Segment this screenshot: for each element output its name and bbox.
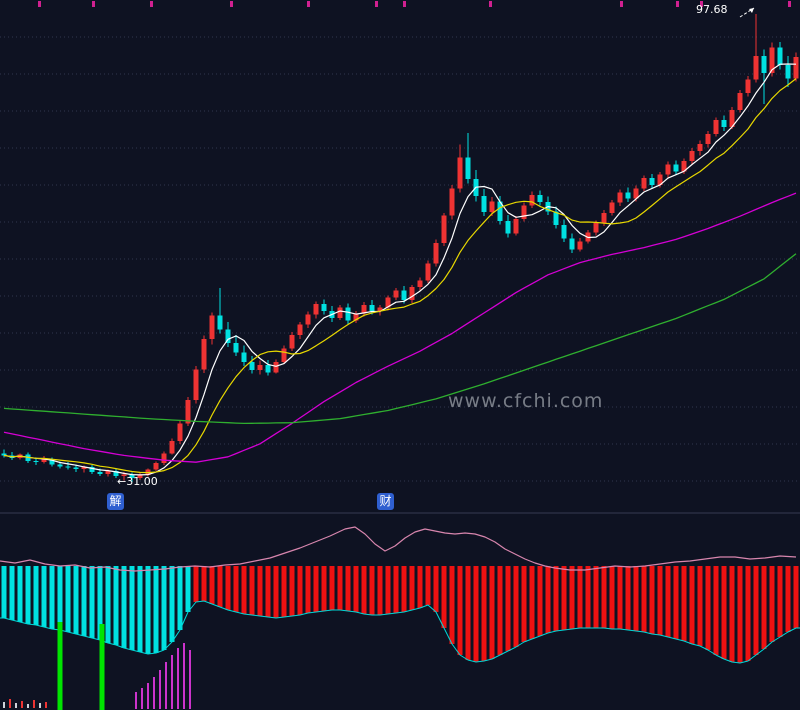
watermark: www.cfchi.com <box>448 390 604 412</box>
low-price-label: ←31.00 <box>117 475 158 488</box>
indicator-extras-layer <box>3 622 191 710</box>
event-ticks-layer <box>38 1 791 7</box>
indicator-lines-layer <box>0 526 800 664</box>
news-badge-jie[interactable]: 解 <box>107 493 124 510</box>
indicator-histogram-layer <box>1 566 799 663</box>
grid-layer <box>0 36 800 482</box>
moving-average-lines-layer <box>3 63 797 476</box>
peak-arrow-annotation <box>739 7 755 18</box>
peak-price-label: 97.68 <box>696 3 728 16</box>
candlestick-layer <box>1 14 799 482</box>
news-badge-cai[interactable]: 财 <box>377 493 394 510</box>
